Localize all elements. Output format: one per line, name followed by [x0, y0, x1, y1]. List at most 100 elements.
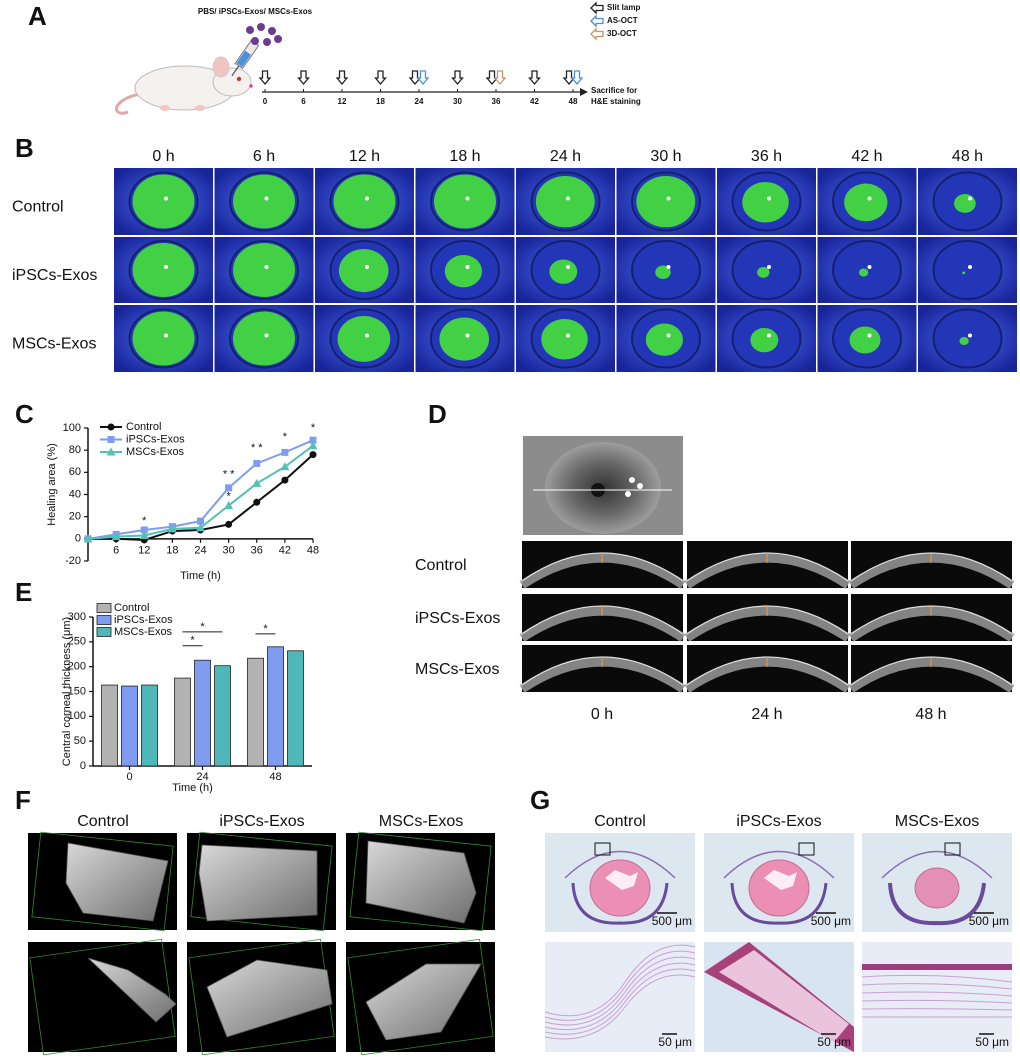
x-tick-label: 18 — [166, 545, 178, 557]
light-reflex — [164, 265, 168, 269]
retina — [730, 882, 828, 925]
exosome — [251, 37, 259, 45]
stromal-lamella — [861, 1008, 1013, 1011]
light-reflex — [666, 196, 671, 201]
legend-swatch — [96, 615, 112, 625]
fluorescein-stain — [954, 194, 976, 213]
mouse-tail — [115, 92, 141, 115]
row-label: iPSCs-Exos — [415, 610, 500, 627]
stromal-lamella — [861, 991, 1013, 997]
fluorescein-stain — [757, 267, 770, 278]
stromal-lamella — [544, 956, 696, 1026]
marker — [140, 526, 148, 534]
legend-label: 3D-OCT — [607, 29, 637, 38]
stroma-band — [719, 950, 849, 1042]
legend-label: Control — [126, 421, 161, 433]
timepoint-arrow — [528, 70, 541, 86]
scale-bar-label: 50 μm — [817, 1035, 851, 1049]
bounding-box — [190, 831, 333, 932]
stromal-lamella — [544, 962, 696, 1031]
inset-box — [594, 842, 611, 856]
timepoint-label: 0 — [263, 97, 268, 106]
timepoint-label: 30 — [453, 97, 462, 106]
exosome — [274, 35, 282, 43]
marker — [196, 523, 205, 532]
x-tick-label: 42 — [279, 545, 291, 557]
y-tick-label: -20 — [65, 555, 81, 567]
inset-box — [798, 842, 815, 856]
light-reflex — [566, 196, 570, 201]
y-tick-label: 200 — [68, 661, 86, 673]
fluorescein-stain — [535, 176, 595, 228]
fluorescein-stain — [541, 319, 588, 360]
panel-label: C — [15, 399, 34, 429]
x-tick-label: 12 — [138, 545, 150, 557]
column-header: 30 h — [650, 148, 681, 165]
legend-marker — [106, 447, 116, 456]
light-reflex — [767, 265, 771, 269]
y-tick-label: 40 — [69, 488, 81, 500]
marker — [281, 476, 289, 484]
marker — [139, 531, 149, 540]
column-header: MSCs-Exos — [895, 813, 979, 830]
mouse-nose — [249, 84, 253, 88]
timepoint-arrow — [374, 70, 387, 86]
panel-label: B — [15, 133, 34, 163]
stromal-lamella — [544, 974, 696, 1040]
x-tick-label: 48 — [307, 545, 319, 557]
x-tick-label: 0 — [126, 771, 132, 783]
globe-outline — [564, 850, 676, 879]
bar — [141, 684, 158, 767]
fluorescein-stain — [750, 328, 779, 353]
scale-bar-label: 50 μm — [975, 1035, 1009, 1049]
fluorescein-stain — [858, 268, 869, 277]
row-label: MSCs-Exos — [12, 336, 96, 353]
timepoint-label: 24 — [415, 97, 424, 106]
light-reflex — [465, 196, 470, 201]
light-reflex — [968, 265, 972, 269]
bar — [121, 685, 138, 767]
exosome — [257, 23, 265, 31]
light-reflex — [164, 196, 168, 201]
y-tick-label: 300 — [68, 611, 86, 623]
legend-label: iPSCs-Exos — [114, 614, 173, 626]
as-oct-image — [687, 594, 848, 641]
marker — [309, 451, 317, 459]
marker — [252, 478, 262, 487]
panel-label: A — [28, 1, 47, 31]
column-header: iPSCs-Exos — [736, 813, 821, 830]
x-tick-label: 24 — [194, 545, 206, 557]
y-tick-label: 50 — [74, 735, 86, 747]
inset-box — [944, 842, 961, 856]
column-header: Control — [594, 813, 646, 830]
light-reflex — [465, 333, 470, 338]
fluorescein-stain — [337, 316, 391, 362]
oct-reflection — [625, 491, 631, 497]
light-reflex — [666, 333, 671, 338]
significance-star: * * — [251, 442, 263, 454]
y-tick-label: 0 — [75, 533, 81, 545]
significance-star: * — [142, 515, 147, 527]
timepoint-arrow — [258, 70, 272, 86]
x-tick-label: 30 — [223, 545, 235, 557]
column-header: 12 h — [349, 148, 380, 165]
fluorescein-stain — [333, 174, 396, 229]
fluorescein-stain — [132, 243, 195, 297]
marker — [281, 448, 289, 456]
row-label: MSCs-Exos — [415, 661, 499, 678]
globe-outline — [881, 850, 993, 879]
as-oct-image — [851, 541, 1012, 588]
legend-swatch — [96, 627, 112, 637]
row-label: Control — [415, 557, 467, 574]
y-tick-label: 100 — [63, 422, 81, 434]
light-reflex — [365, 333, 369, 338]
scale-bar-label: 500 μm — [811, 914, 851, 928]
column-label: 48 h — [915, 706, 946, 723]
bar — [287, 650, 304, 767]
legend-label: Slit lamp — [607, 3, 640, 12]
bounding-box — [349, 831, 492, 932]
x-tick-label: 6 — [113, 545, 119, 557]
stromal-lamella — [544, 968, 696, 1035]
fluorescein-stain — [742, 182, 789, 223]
